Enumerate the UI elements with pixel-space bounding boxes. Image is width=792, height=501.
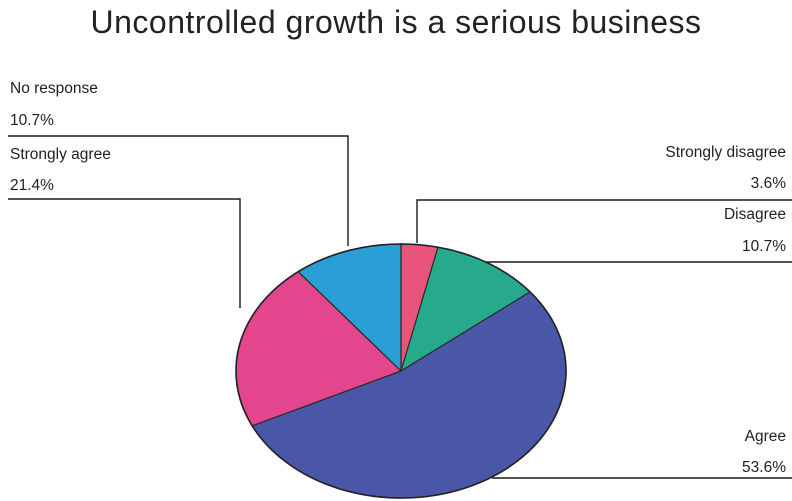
- label-agree: Agree: [744, 428, 786, 445]
- chart-title: Uncontrolled growth is a serious busines…: [90, 4, 702, 40]
- leader-line: [8, 198, 241, 308]
- label-strongly-disagree: Strongly disagree: [665, 144, 786, 161]
- leader-line: [8, 135, 349, 246]
- pie-outline: [235, 243, 567, 499]
- label-disagree: Disagree: [723, 206, 786, 223]
- label-no-response: No response: [10, 80, 98, 97]
- value-strongly-disagree: 3.6%: [750, 175, 786, 192]
- value-disagree: 10.7%: [742, 238, 786, 255]
- value-agree: 53.6%: [742, 459, 786, 476]
- label-strongly-agree: Strongly agree: [10, 146, 111, 163]
- leader-line: [416, 199, 792, 243]
- value-strongly-agree: 21.4%: [10, 177, 54, 194]
- value-no-response: 10.7%: [10, 112, 54, 129]
